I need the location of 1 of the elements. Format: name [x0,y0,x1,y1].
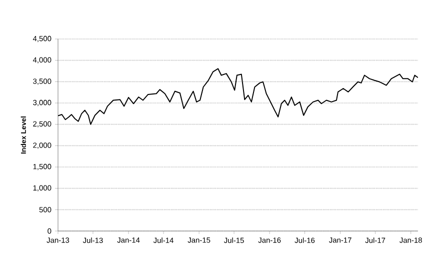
line-series [58,68,418,125]
